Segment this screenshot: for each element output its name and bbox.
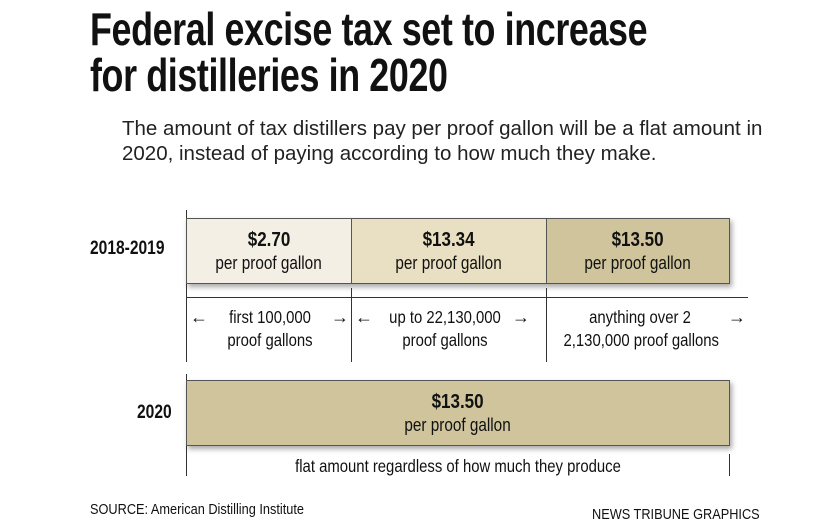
row-label-2018-2019: 2018-2019 [90,238,165,259]
title-line-2: for distilleries in 2020 [90,49,448,101]
range-text: first 100,000 [229,307,311,327]
flat-tier: $13.50 per proof gallon [187,381,729,445]
range-line [186,297,748,298]
tier-1-range: first 100,000 proof gallons [211,306,330,352]
tier-2-range: up to 22,130,000 proof gallons [381,306,509,352]
subtitle: The amount of tax distillers pay per pro… [122,117,763,165]
title-line-1: Federal excise tax set to increase [90,3,648,55]
tier-3-range: anything over 2 2,130,000 proof gallons [563,306,719,352]
axis-line [186,210,187,362]
tier-unit: per proof gallon [215,253,323,273]
tier-3: $13.50 per proof gallon [547,219,729,283]
arrow-right-icon: → [728,307,746,327]
range-text: up to 22,130,000 [389,307,501,327]
arrow-left-icon: ← [355,307,373,327]
tier-1: $2.70 per proof gallon [187,219,352,283]
range-end-tick [729,454,730,476]
tier-amount: $2.70 [247,229,291,251]
flat-unit: per proof gallon [404,415,512,435]
range-text: proof gallons [227,330,313,350]
range-text: anything over 2 [589,307,691,327]
tier-unit: per proof gallon [584,253,692,273]
arrow-right-icon: → [331,307,349,327]
credit: NEWS TRIBUNE GRAPHICS [592,506,760,523]
tier-2: $13.34 per proof gallon [352,219,547,283]
arrow-right-icon: → [512,307,530,327]
divider [546,288,547,362]
flat-bar-2020: $13.50 per proof gallon [186,380,730,446]
flat-amount: $13.50 [431,391,484,413]
divider [351,288,352,362]
arrow-left-icon: ← [190,307,208,327]
tier-amount: $13.50 [611,229,664,251]
tier-bar-2018-2019: $2.70 per proof gallon $13.34 per proof … [186,218,730,284]
range-text: proof gallons [402,330,488,350]
tier-amount: $13.34 [422,229,475,251]
range-text: 2,130,000 proof gallons [563,330,719,350]
flat-range: flat amount regardless of how much they … [295,456,621,476]
row-label-2020: 2020 [137,402,172,423]
source: SOURCE: American Distilling Institute [90,501,304,518]
tier-unit: per proof gallon [395,253,503,273]
